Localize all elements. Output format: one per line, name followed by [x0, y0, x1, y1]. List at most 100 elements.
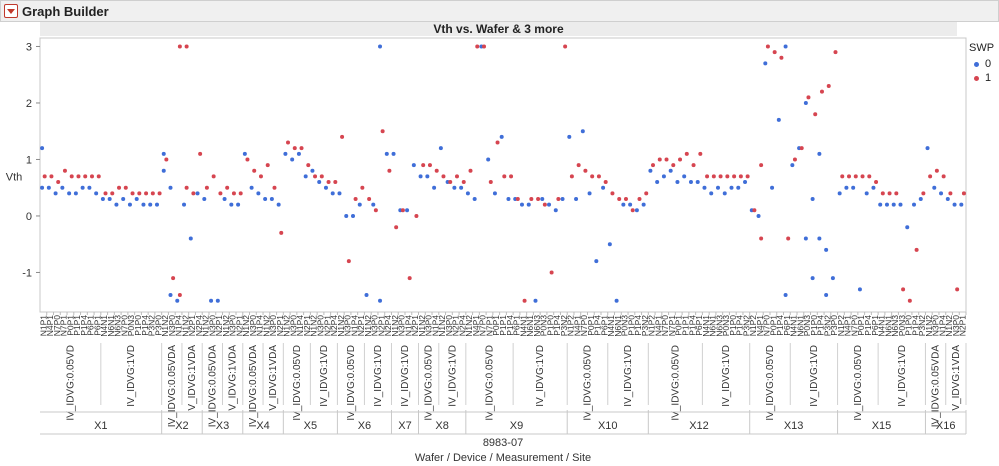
data-point-swp-0 [844, 185, 849, 190]
data-point-swp-0 [824, 247, 829, 252]
site-label: N1P2 [566, 315, 576, 337]
measurement-label: IV_IDVG:1VD [897, 345, 908, 407]
site-label: P1P4 [816, 315, 826, 336]
data-point-swp-1 [705, 174, 710, 179]
data-point-swp-0 [594, 259, 599, 264]
site-label: N1P2 [647, 315, 657, 337]
data-point-swp-0 [168, 185, 173, 190]
data-point-swp-0 [40, 146, 45, 151]
wafer-label: X2 [175, 420, 188, 432]
data-point-swp-1 [286, 140, 291, 145]
site-label: N7P0 [762, 315, 772, 337]
data-point-swp-1 [184, 185, 189, 190]
data-point-swp-1 [258, 174, 263, 179]
measurement-label: IV_IDVG:0.05VD [65, 345, 76, 421]
data-point-swp-1 [340, 134, 345, 139]
data-point-swp-1 [610, 191, 615, 196]
data-point-swp-0 [803, 236, 808, 241]
site-label: N3P0 [444, 315, 454, 337]
site-label: P6P1 [599, 315, 609, 336]
site-label: N6N1 [883, 315, 893, 337]
data-point-swp-0 [601, 185, 606, 190]
data-point-swp-1 [69, 174, 74, 179]
data-point-swp-1 [279, 230, 284, 235]
site-label: N2P1 [322, 315, 332, 337]
data-point-swp-0 [46, 185, 51, 190]
site-label: N2P4 [383, 315, 393, 337]
data-point-swp-1 [745, 174, 750, 179]
site-label: N1N2 [241, 315, 251, 337]
y-axis-label: Vth [6, 171, 23, 183]
data-point-swp-0 [161, 168, 166, 173]
site-label: N1P4 [349, 315, 359, 337]
data-point-swp-1 [488, 180, 493, 185]
data-point-swp-1 [353, 197, 358, 202]
site-label: P0N3 [126, 315, 136, 337]
data-point-swp-0 [715, 185, 720, 190]
site-label: N7P0 [52, 315, 62, 337]
data-point-swp-1 [204, 185, 209, 190]
data-point-swp-1 [664, 157, 669, 162]
data-point-swp-1 [819, 89, 824, 94]
wafer-label: X8 [435, 420, 448, 432]
data-point-swp-1 [56, 180, 61, 185]
site-label: P0N3 [802, 315, 812, 337]
data-point-swp-0 [168, 293, 173, 298]
measurement-label: IV_IDVG:0.05VD [765, 345, 776, 421]
data-point-swp-0 [263, 197, 268, 202]
data-point-swp-1 [583, 168, 588, 173]
data-point-swp-1 [482, 44, 487, 49]
legend-dot-0 [974, 61, 979, 67]
site-label: N4P1 [755, 315, 765, 337]
y-tick-label: 2 [26, 98, 32, 110]
data-point-swp-0 [107, 197, 112, 202]
data-point-swp-0 [621, 202, 626, 207]
data-point-swp-1 [177, 44, 182, 49]
data-point-swp-0 [303, 174, 308, 179]
site-label: N7P1 [484, 315, 494, 337]
data-point-swp-0 [641, 202, 646, 207]
data-point-swp-1 [454, 174, 459, 179]
site-label: P1P4 [593, 315, 603, 336]
site-label: N3P0 [931, 315, 941, 337]
data-point-swp-0 [418, 174, 423, 179]
data-point-swp-0 [628, 202, 633, 207]
wafer-label: X4 [256, 420, 269, 432]
site-label: N3P0 [248, 315, 258, 337]
data-point-swp-1 [718, 174, 723, 179]
measurement-label: IV_IDVG:1VD [809, 345, 820, 407]
data-point-swp-0 [682, 174, 687, 179]
legend-item-0[interactable]: 0 [974, 58, 991, 70]
data-point-swp-0 [817, 236, 822, 241]
data-point-swp-1 [434, 168, 439, 173]
site-label: N6N1 [613, 315, 623, 337]
legend-item-1[interactable]: 1 [974, 72, 991, 84]
site-label: N1N2 [261, 315, 271, 337]
site-label: P3P0 [829, 315, 839, 336]
data-point-swp-1 [840, 174, 845, 179]
data-point-swp-0 [871, 185, 876, 190]
site-label: P1P0 [728, 315, 738, 336]
site-label: N6N3 [113, 315, 123, 337]
wafer-label: X16 [936, 420, 956, 432]
data-point-swp-1 [313, 174, 318, 179]
data-point-swp-1 [292, 146, 297, 151]
disclosure-menu-button[interactable] [4, 4, 18, 18]
site-label: P1P0 [904, 315, 914, 336]
data-point-swp-0 [851, 185, 856, 190]
data-point-swp-0 [411, 163, 416, 168]
site-label: N1P4 [255, 315, 265, 337]
data-point-swp-0 [148, 202, 153, 207]
data-point-swp-0 [553, 208, 558, 213]
data-point-swp-0 [188, 236, 193, 241]
data-point-swp-1 [150, 191, 155, 196]
site-label: N3P0 [370, 315, 380, 337]
data-point-swp-0 [736, 185, 741, 190]
data-point-swp-0 [465, 191, 470, 196]
data-point-swp-0 [905, 225, 910, 230]
data-point-swp-1 [191, 191, 196, 196]
data-point-swp-0 [803, 100, 808, 105]
data-point-swp-0 [695, 180, 700, 185]
data-point-swp-0 [702, 185, 707, 190]
site-label: N1P4 [295, 315, 305, 337]
